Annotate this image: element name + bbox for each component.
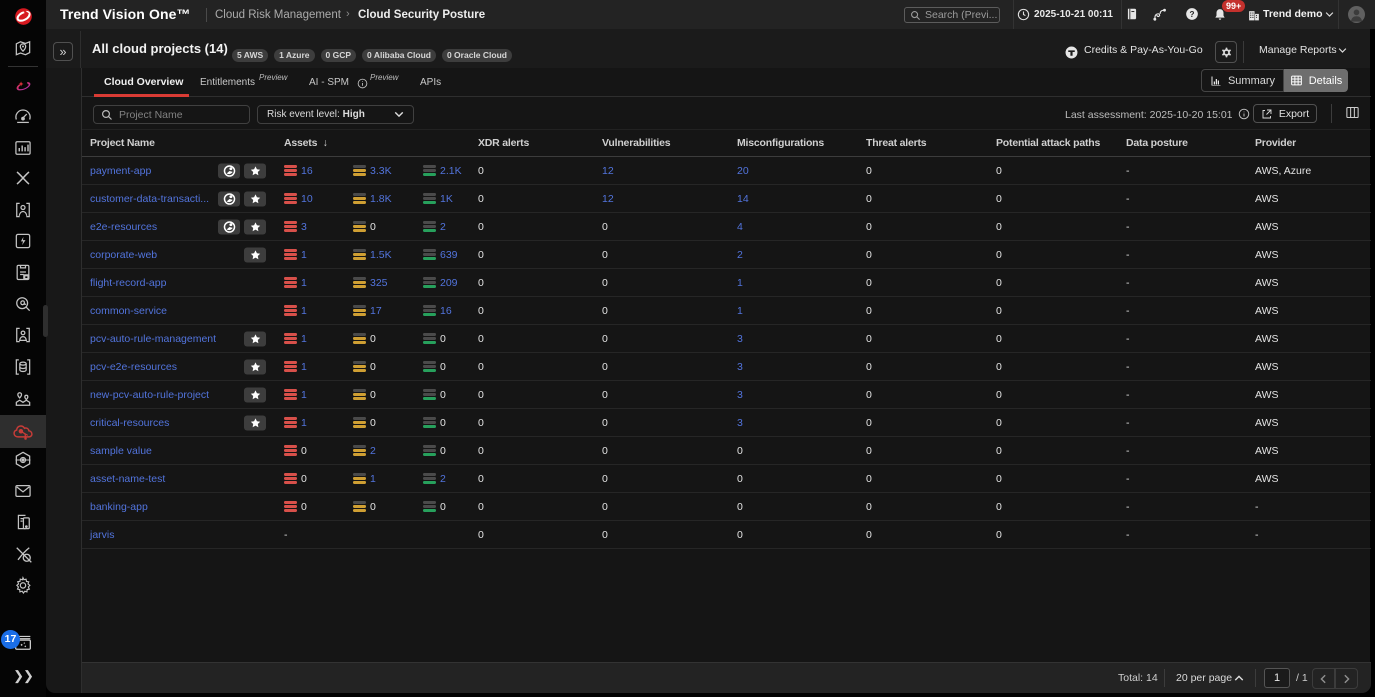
svg-text:?: ? <box>1190 10 1195 19</box>
